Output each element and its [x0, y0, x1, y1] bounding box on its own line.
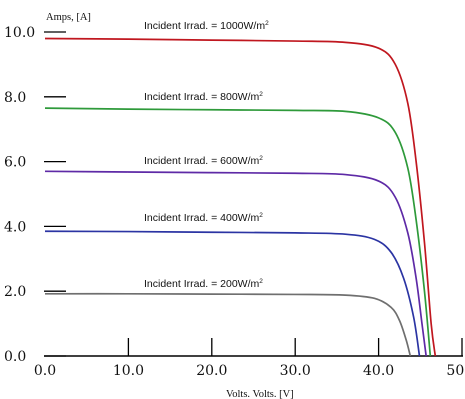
series-annotation: Incident Irrad. = 1000W/m2 [144, 20, 269, 32]
y-ticks: 0.0 2.0 4.0 6.0 8.0 10.0 [4, 25, 66, 365]
y-tick-label: 0.0 [4, 349, 26, 365]
annotation-superscript: 2 [265, 20, 269, 27]
x-ticks: 0.0 10.0 20.0 30.0 40.0 50.0 [34, 338, 465, 379]
series-line [44, 170, 427, 357]
y-tick-label: 6.0 [4, 155, 26, 171]
annotation-superscript: 2 [259, 212, 263, 219]
series-annotation: Incident Irrad. = 200W/m2 [144, 278, 263, 290]
annotation-text: Incident Irrad. = 1000W/m [144, 20, 265, 32]
annotation-text: Incident Irrad. = 800W/m [144, 91, 260, 103]
x-tick-label: 0.0 [34, 363, 56, 379]
annotation-text: Incident Irrad. = 600W/m [144, 155, 260, 167]
x-tick-label: 10.0 [113, 363, 144, 379]
series-line [44, 107, 432, 357]
x-tick-label: 20.0 [196, 363, 227, 379]
annotation-superscript: 2 [259, 278, 263, 285]
series-annotation: Incident Irrad. = 400W/m2 [144, 212, 263, 224]
y-tick-label: 10.0 [4, 25, 35, 41]
annotation-superscript: 2 [259, 155, 263, 162]
series-line [44, 292, 412, 357]
series-annotation: Incident Irrad. = 800W/m2 [144, 91, 263, 103]
series-line [44, 37, 437, 357]
x-tick-label: 50.0 [446, 363, 465, 379]
y-tick-label: 8.0 [4, 90, 26, 106]
x-tick-label: 30.0 [280, 363, 311, 379]
x-axis-title: Volts. Volts. [V] [226, 389, 294, 399]
series-line [44, 230, 421, 357]
y-tick-label: 2.0 [4, 284, 26, 300]
series-annotation: Incident Irrad. = 600W/m2 [144, 155, 263, 167]
annotation-superscript: 2 [259, 91, 263, 98]
y-tick-label: 4.0 [4, 219, 26, 235]
x-tick-label: 40.0 [363, 363, 394, 379]
y-axis-title: Amps, [A] [46, 12, 91, 23]
series-group [44, 37, 437, 357]
annotation-text: Incident Irrad. = 400W/m [144, 212, 260, 224]
annotation-text: Incident Irrad. = 200W/m [144, 278, 260, 290]
